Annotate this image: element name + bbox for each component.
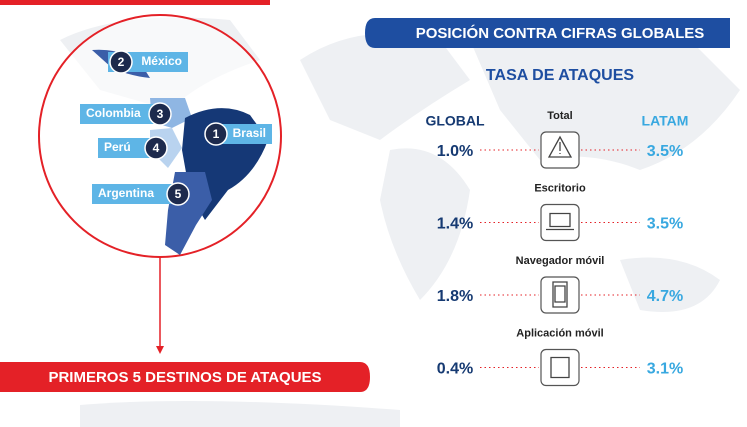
country-labels: Brasil 1 México 2 Colombia 3 Perú 4 Argentina 5 (80, 50, 272, 206)
country-name: Argentina (98, 186, 154, 200)
top-bar (0, 0, 270, 5)
rank-badge (148, 102, 172, 126)
row-label: Navegador móvil (516, 255, 605, 267)
latam-value: 3.5% (647, 216, 683, 233)
arrow-head (156, 346, 164, 354)
country-name: Brasil (233, 126, 266, 140)
rank-number: 4 (153, 141, 160, 155)
country-label-box (80, 104, 160, 124)
icon (550, 356, 570, 379)
country-label-box (92, 184, 172, 204)
country-name: Perú (104, 140, 131, 154)
global-value: 1.4% (437, 216, 473, 233)
row-label: Aplicación móvil (516, 327, 603, 339)
global-value: 1.0% (437, 143, 473, 160)
latam-value: 4.7% (647, 288, 683, 305)
left-banner-text: PRIMEROS 5 DESTINOS DE ATAQUES (48, 369, 321, 386)
rank-number: 2 (118, 55, 125, 69)
rank-badge (109, 50, 133, 74)
rank-number: 3 (157, 107, 164, 121)
global-value: 1.8% (437, 288, 473, 305)
icon (547, 135, 573, 158)
country-label-box (216, 124, 272, 144)
rank-badge (204, 122, 228, 146)
global-value: 0.4% (437, 361, 473, 378)
icon-box (540, 203, 580, 242)
rate-rows: Total 1.0% 3.5% Escritorio 1.4% 3.5% Navegador… (437, 110, 683, 387)
icon (552, 281, 568, 308)
icon (546, 212, 574, 231)
rank-number: 5 (175, 187, 182, 201)
global-header: GLOBAL (425, 113, 485, 129)
row-label: Total (547, 110, 572, 122)
latam-value: 3.1% (647, 361, 683, 378)
right-banner-text: POSICIÓN CONTRA CIFRAS GLOBALES (416, 24, 705, 42)
latam-value: 3.5% (647, 143, 683, 160)
country-name: Colombia (86, 106, 141, 120)
rank-badge (144, 136, 168, 160)
country-name: México (141, 54, 182, 68)
latam-header: LATAM (642, 113, 689, 129)
icon-box (540, 348, 580, 387)
country-label-box (98, 138, 156, 158)
subtitle: TASA DE ATAQUES (486, 67, 634, 84)
left-banner (0, 362, 370, 392)
icon-box (540, 276, 580, 314)
rank-number: 1 (213, 127, 220, 141)
row-label: Escritorio (534, 182, 586, 194)
right-banner (365, 18, 730, 48)
rank-badge (166, 182, 190, 206)
